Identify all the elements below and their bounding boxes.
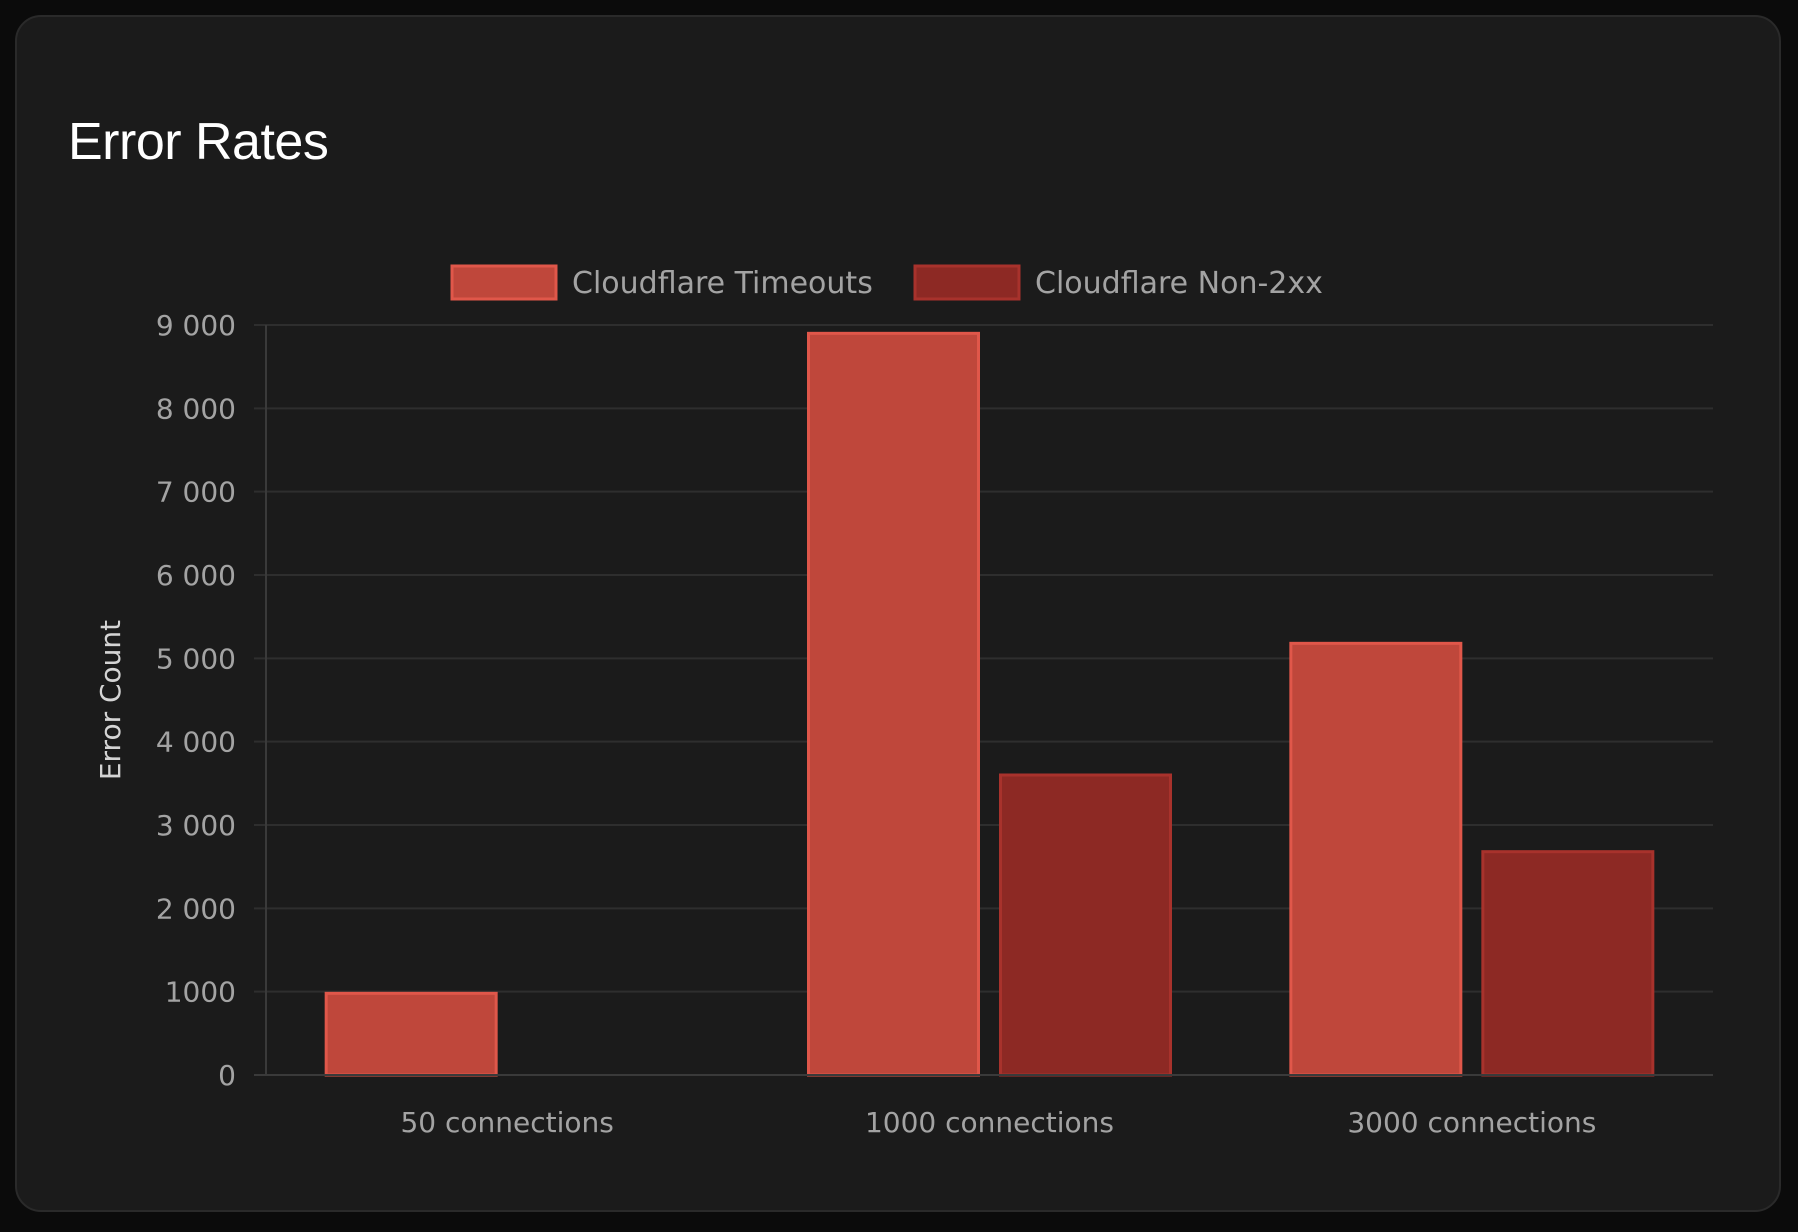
- legend-swatch: [913, 264, 1021, 301]
- legend-label: Cloudflare Non-2xx: [1035, 266, 1323, 301]
- bars: [324, 331, 1655, 1077]
- bar[interactable]: [999, 773, 1172, 1077]
- x-tick-label: 1000 connections: [865, 1106, 1114, 1139]
- card-title: Error Rates: [68, 113, 329, 171]
- y-tick-labels: 0 1000 2 000 3 000 4 000 5 000 6 000 7 000 8 000…: [156, 309, 236, 1092]
- y-axis-title: Error Count: [94, 620, 127, 780]
- x-tick-label: 3000 connections: [1347, 1106, 1596, 1139]
- legend-label: Cloudflare Timeouts: [572, 266, 873, 301]
- y-tick-label: 9 000: [156, 309, 236, 342]
- x-tick-labels: 50 connections 1000 connections 3000 conne…: [400, 1106, 1596, 1139]
- axes: [254, 325, 1713, 1076]
- y-tick-label: 0: [218, 1059, 236, 1092]
- legend-swatch: [450, 264, 558, 301]
- y-tick-label: 5 000: [156, 642, 236, 675]
- bar[interactable]: [1289, 641, 1463, 1077]
- y-tick-label: 7 000: [156, 476, 236, 509]
- y-tick-label: 1000: [165, 976, 236, 1009]
- bar[interactable]: [807, 331, 980, 1077]
- y-tick-label: 2 000: [156, 892, 236, 925]
- x-tick-label: 50 connections: [400, 1106, 613, 1139]
- y-tick-label: 3 000: [156, 809, 236, 842]
- legend-item[interactable]: Cloudflare Timeouts: [450, 264, 873, 301]
- y-tick-label: 6 000: [156, 559, 236, 592]
- bar[interactable]: [324, 991, 498, 1077]
- legend[interactable]: Cloudflare Timeouts Cloudflare Non-2xx: [450, 264, 1323, 301]
- bar[interactable]: [1481, 850, 1655, 1077]
- grid-lines: [254, 324, 1713, 1076]
- y-tick-label: 4 000: [156, 726, 236, 759]
- legend-item[interactable]: Cloudflare Non-2xx: [913, 264, 1323, 301]
- y-tick-label: 8 000: [156, 392, 236, 425]
